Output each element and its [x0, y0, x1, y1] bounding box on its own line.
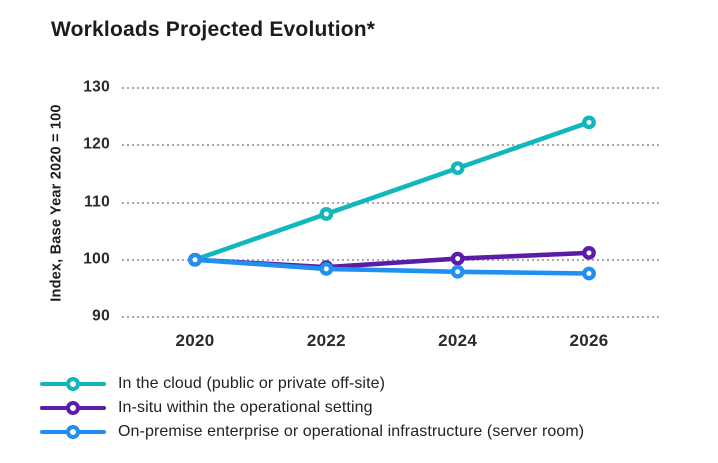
legend-label-cloud: In the cloud (public or private off-site…	[118, 375, 386, 392]
legend-item-onpremise: On-premise enterprise or operational inf…	[40, 420, 584, 444]
gridline	[122, 144, 662, 147]
data-point-marker	[450, 161, 465, 176]
y-tick-label: 130	[83, 78, 110, 96]
legend-label-onpremise: On-premise enterprise or operational inf…	[118, 423, 585, 440]
legend-line-swatch-insitu	[40, 401, 106, 415]
legend-line-swatch-cloud	[40, 377, 106, 391]
series-line	[192, 120, 592, 263]
legend-line-swatch-onpremise	[40, 425, 106, 439]
data-point-marker	[582, 245, 596, 260]
x-tick-label: 2020	[175, 331, 215, 350]
legend-item-insitu: In-situ within the operational setting	[40, 396, 584, 420]
open-circle-marker-icon	[66, 377, 80, 391]
open-circle-marker-icon	[66, 401, 80, 415]
y-tick-label: 120	[83, 135, 110, 153]
gridline	[122, 201, 662, 204]
data-point-marker	[582, 266, 596, 281]
series-line	[192, 257, 592, 276]
x-tick-label: 2026	[569, 331, 609, 350]
gridline	[122, 258, 662, 261]
gridline	[122, 87, 662, 89]
y-tick-label: 90	[92, 307, 110, 325]
data-point-marker	[450, 251, 465, 266]
gridline	[122, 316, 662, 318]
data-point-marker	[319, 207, 334, 221]
chart-title: Workloads Projected Evolution*	[51, 18, 376, 41]
legend-item-cloud: In the cloud (public or private off-site…	[40, 372, 584, 396]
chart-canvas	[188, 115, 596, 281]
x-tick-label: 2022	[306, 331, 346, 350]
legend: In the cloud (public or private off-site…	[40, 372, 584, 444]
plot-area: 90 100 110 120 130 2020 2022 2024 2026	[83, 78, 662, 350]
y-tick-label: 110	[84, 193, 110, 211]
open-circle-marker-icon	[66, 425, 80, 439]
data-point-marker	[188, 252, 202, 267]
y-tick-label: 100	[83, 250, 110, 268]
data-point-marker	[319, 262, 334, 276]
x-tick-label: 2024	[438, 331, 478, 350]
data-point-marker	[582, 115, 596, 130]
legend-label-insitu: In-situ within the operational setting	[118, 399, 373, 416]
data-point-marker	[450, 264, 465, 279]
